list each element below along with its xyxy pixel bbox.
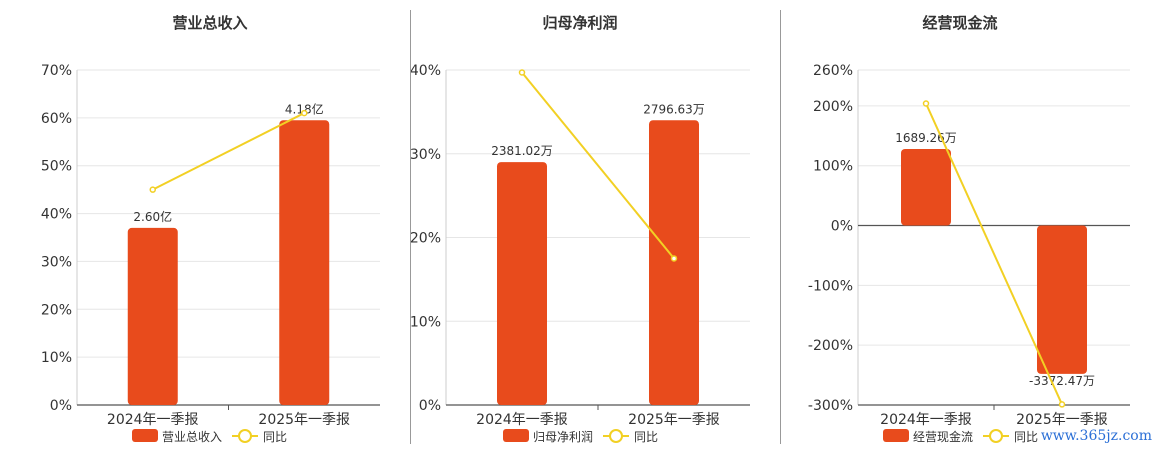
y-tick-label: 40%: [410, 63, 441, 79]
legend-bar-swatch: [132, 429, 158, 442]
line-point: [149, 186, 156, 193]
legend-line-label: 同比: [263, 430, 287, 444]
legend-bar-swatch: [883, 429, 909, 442]
y-tick-label: 10%: [410, 314, 441, 330]
bar-value-label: 2.60亿: [133, 209, 172, 224]
x-tick-label: 2025年一季报: [1016, 412, 1108, 428]
bar-value-label: 1689.26万: [895, 131, 957, 145]
bar: [901, 148, 951, 226]
y-tick-label: 30%: [41, 254, 72, 270]
watermark: www.365jz.com: [1040, 428, 1152, 444]
legend-line-marker: [238, 429, 252, 443]
y-tick-label: 20%: [410, 231, 441, 247]
line-point: [1058, 401, 1066, 408]
legend-line-marker: [989, 429, 1003, 443]
legend-bar-label: 经营现金流: [913, 429, 973, 444]
y-tick-label: -100%: [808, 278, 853, 294]
y-tick-label: 70%: [41, 63, 72, 79]
y-tick-label: 60%: [41, 111, 72, 127]
legend-bar-label: 归母净利润: [533, 430, 593, 444]
x-tick-label: 2025年一季报: [258, 412, 350, 428]
y-tick-label: -300%: [808, 398, 853, 414]
bar: [127, 227, 178, 405]
panel-divider-2: [780, 10, 781, 444]
chart-panel-2: 归母净利润 0% 10% 20% 30% 40% 2381.02万 2796.63万 2024年…: [410, 14, 750, 444]
line-series: [925, 103, 1063, 405]
x-tick-label: 2024年一季报: [476, 412, 568, 428]
chart-title: 归母净利润: [542, 14, 617, 32]
chart-title: 经营现金流: [922, 14, 997, 32]
y-tick-label: 50%: [41, 159, 72, 175]
bar-value-label: 2796.63万: [643, 102, 705, 116]
legend-bar-swatch: [503, 429, 529, 442]
legend-line-label: 同比: [634, 430, 658, 444]
y-tick-label: 20%: [41, 302, 72, 318]
y-tick-label: 0%: [50, 398, 72, 414]
bar: [649, 120, 699, 405]
bar: [1037, 225, 1087, 374]
x-tick-label: 2024年一季报: [107, 412, 199, 428]
line-point: [922, 100, 930, 107]
line-point: [670, 255, 678, 262]
line-point: [301, 109, 308, 117]
line-series: [521, 71, 675, 260]
legend-line-label: 同比: [1014, 430, 1038, 444]
bar-value-label: -3372.47万: [1029, 374, 1095, 388]
chart-panel-3: 经营现金流 -300% -200% -100% 0% 100% 200% 260% 1689.2…: [808, 14, 1130, 444]
y-tick-label: 260%: [813, 63, 853, 79]
x-tick-label: 2025年一季报: [628, 412, 720, 428]
line-point: [518, 69, 526, 76]
bar-value-label: 4.18亿: [285, 101, 324, 116]
panel-divider-1: [410, 10, 411, 444]
bar-value-label: 2381.02万: [491, 144, 553, 158]
bar: [497, 162, 547, 405]
legend-bar-label: 营业总收入: [162, 430, 222, 444]
chart-panel-1: 营业总收入 0% 10% 20% 30% 40% 50% 60% 70% 2.60亿 4.18亿 20…: [41, 14, 380, 444]
y-tick-label: 100%: [813, 159, 853, 175]
y-tick-label: 0%: [831, 219, 853, 235]
y-tick-label: 200%: [813, 99, 853, 115]
y-tick-label: 10%: [41, 350, 72, 366]
chart-title: 营业总收入: [172, 14, 247, 32]
legend-line-marker: [609, 429, 623, 443]
y-tick-label: 0%: [419, 398, 441, 414]
y-tick-label: -200%: [808, 338, 853, 354]
bar: [279, 120, 330, 405]
x-tick-label: 2024年一季报: [880, 412, 972, 428]
line-series: [152, 112, 305, 191]
y-tick-label: 30%: [410, 147, 441, 163]
y-tick-label: 40%: [41, 207, 72, 223]
